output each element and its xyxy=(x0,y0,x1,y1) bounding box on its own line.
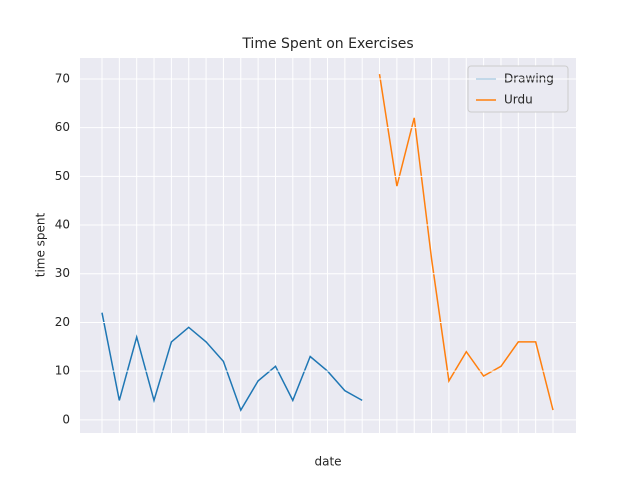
series-line xyxy=(378,73,554,411)
series-line xyxy=(101,312,363,412)
y-axis-label: time spent xyxy=(34,212,48,277)
x-axis-label: date xyxy=(314,455,341,469)
y-tick-label: 10 xyxy=(55,364,70,378)
y-tick-label: 0 xyxy=(62,412,70,426)
y-tick-label: 70 xyxy=(55,71,70,85)
chart-title: Time Spent on Exercises xyxy=(241,36,413,52)
y-tick-label: 30 xyxy=(55,266,70,280)
y-tick-label: 40 xyxy=(55,218,70,232)
y-tick-label: 50 xyxy=(55,169,70,183)
y-tick-label: 60 xyxy=(55,120,70,134)
legend-label: Urdu xyxy=(504,93,533,107)
y-tick-label: 20 xyxy=(55,315,70,329)
